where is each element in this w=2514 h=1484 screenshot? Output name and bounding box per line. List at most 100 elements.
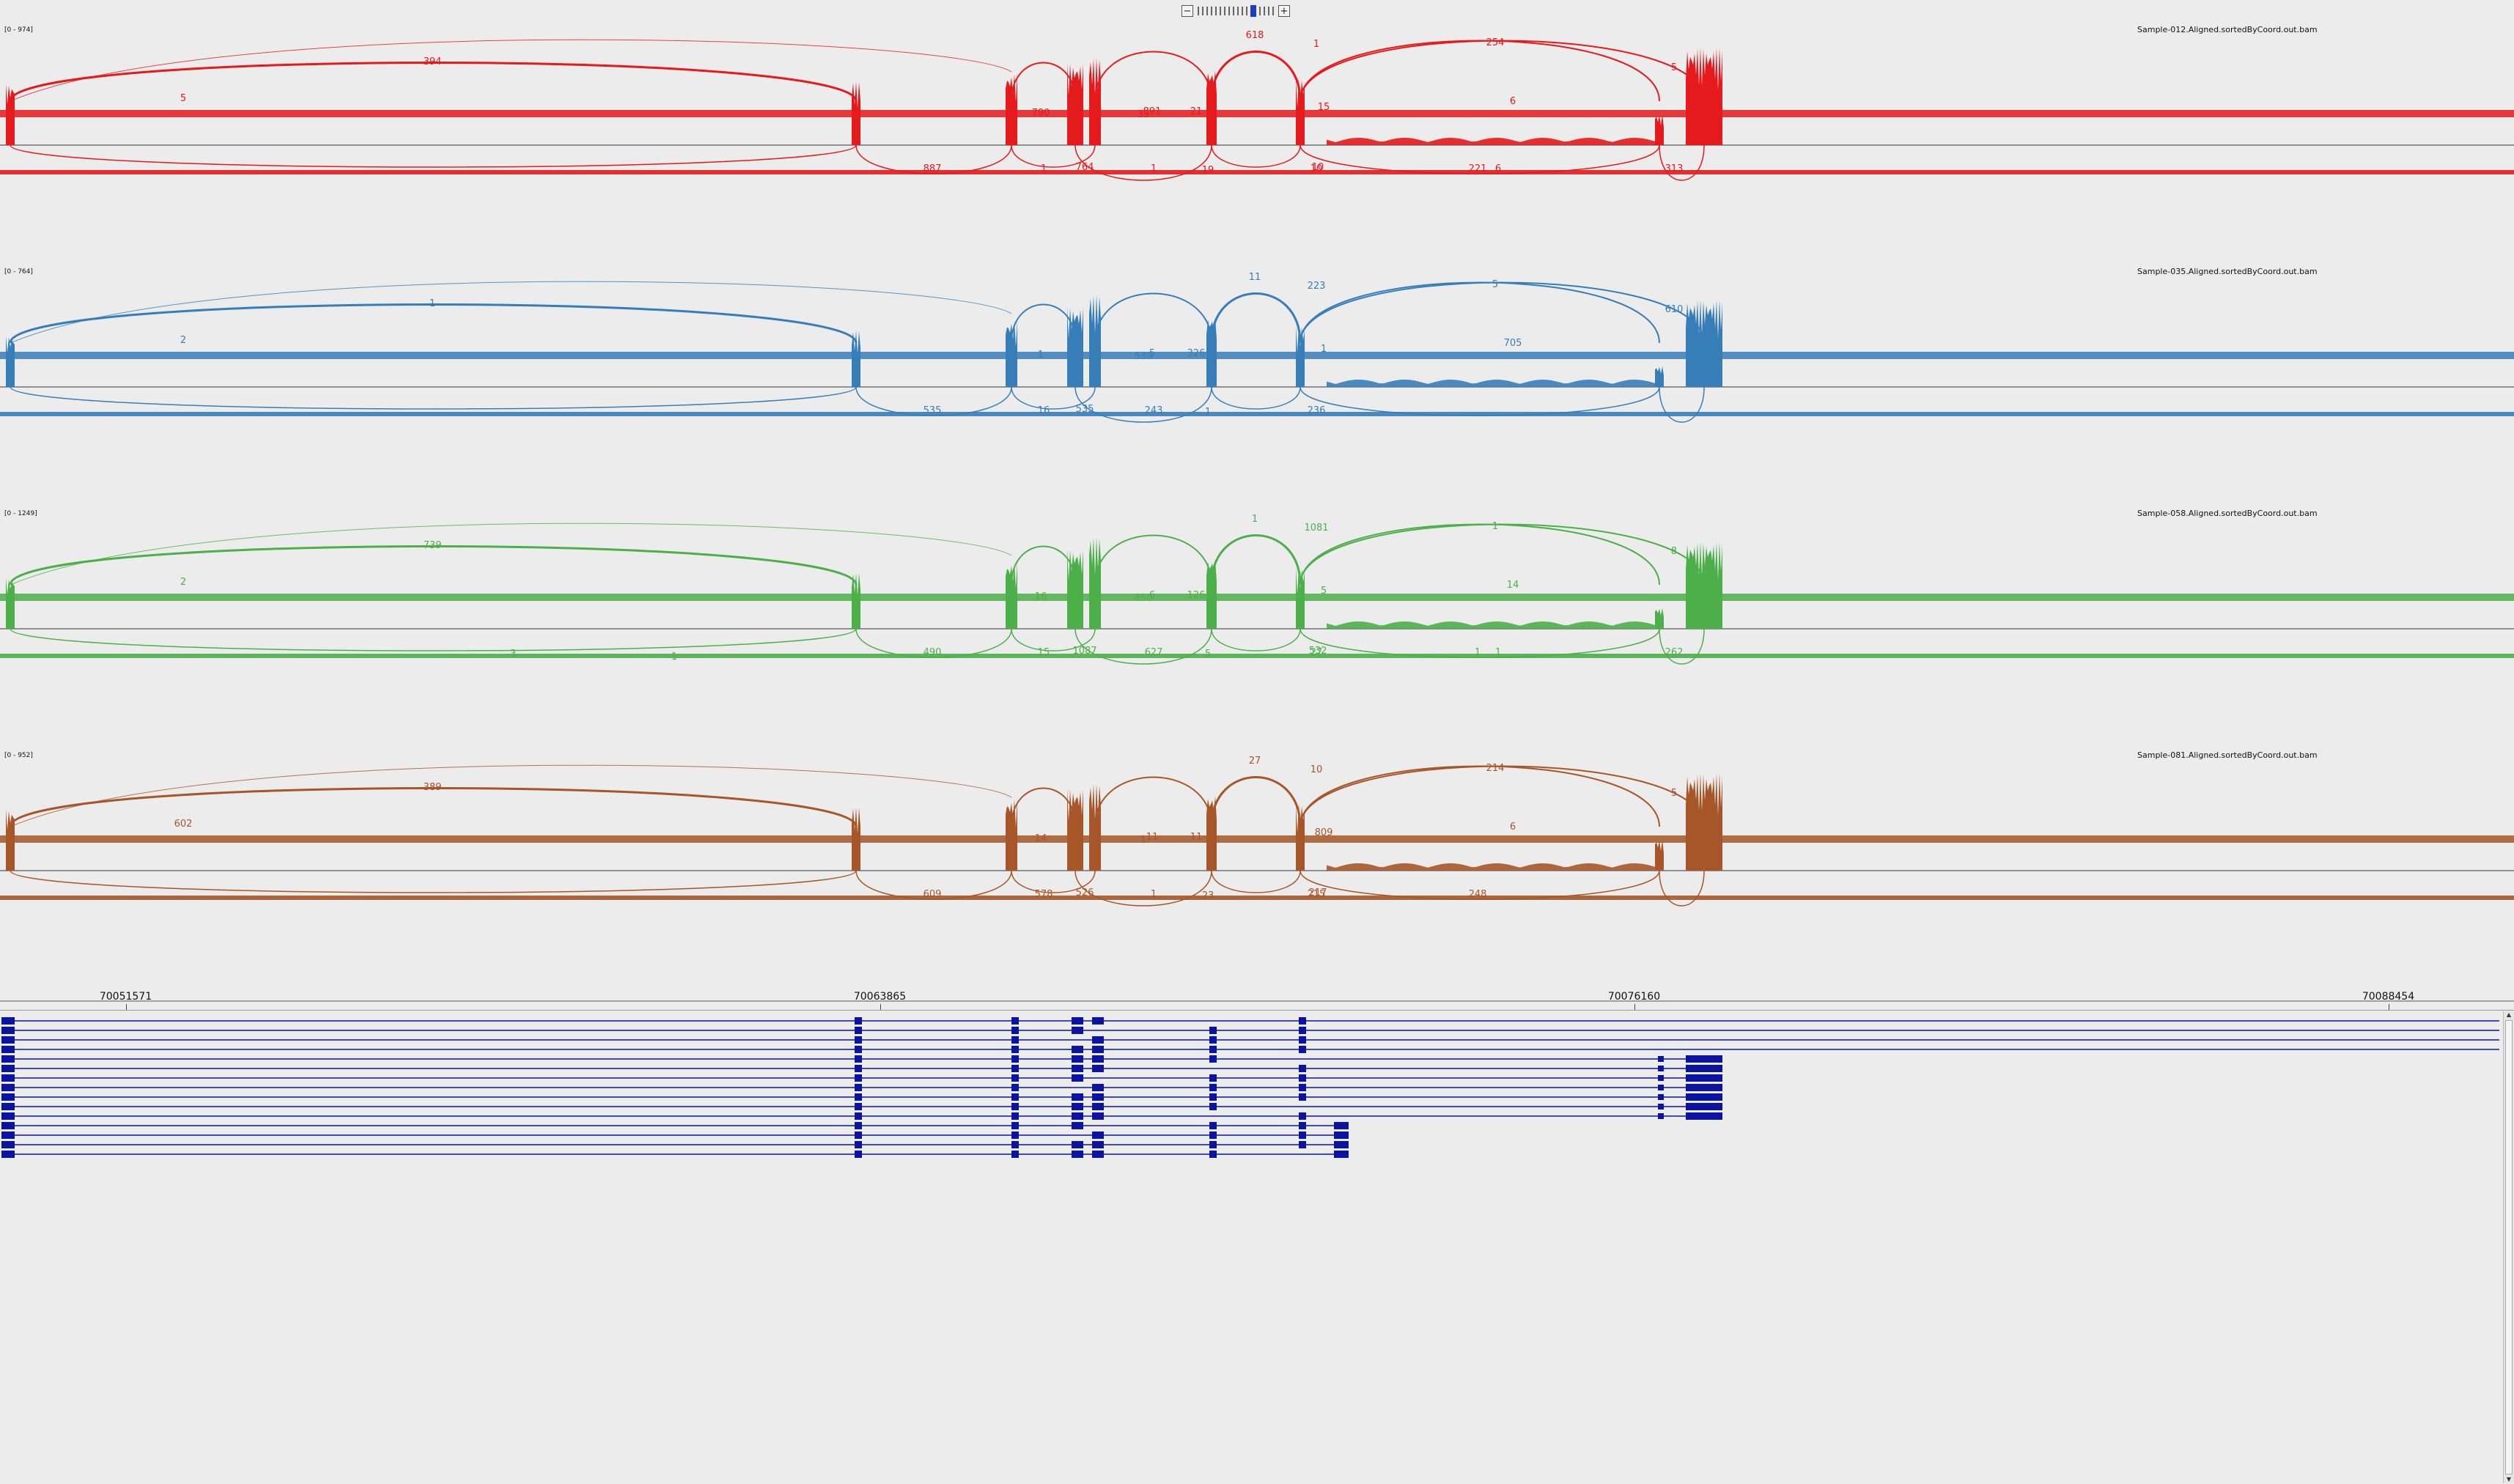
coverage-band bbox=[0, 110, 2514, 117]
junction-count-label: 5 bbox=[1149, 348, 1155, 359]
zoom-tick[interactable] bbox=[1246, 7, 1247, 15]
junction-count-label: 1 bbox=[1492, 521, 1498, 532]
junction-count-label: 254 bbox=[1486, 37, 1505, 48]
zoom-tick[interactable] bbox=[1250, 5, 1256, 17]
zoom-tick[interactable] bbox=[1224, 7, 1225, 15]
gene-model-panel[interactable] bbox=[0, 1010, 2514, 1484]
scroll-up-arrow-icon[interactable]: ▲ bbox=[2506, 1011, 2512, 1018]
transcript-row bbox=[1, 1017, 2499, 1025]
junction-count-label: 10 bbox=[1311, 163, 1323, 174]
axis-tick-mark bbox=[125, 1004, 127, 1010]
zoom-tick[interactable] bbox=[1215, 7, 1217, 15]
splice-junction-arc bbox=[1300, 628, 1660, 658]
coverage-band bbox=[0, 835, 2514, 843]
data-range-label: [0 - 764] bbox=[4, 268, 33, 276]
zoom-tick[interactable] bbox=[1237, 7, 1239, 15]
splice-junction-arc bbox=[855, 144, 1012, 174]
zoom-tick[interactable] bbox=[1228, 7, 1230, 15]
exon-coverage-peak bbox=[1206, 796, 1217, 871]
splice-junction-arc bbox=[1094, 776, 1212, 827]
zoom-tick[interactable] bbox=[1272, 7, 1274, 15]
junction-count-label: 10 bbox=[1312, 162, 1324, 173]
exon-coverage-peak bbox=[6, 809, 15, 871]
junction-count-label: 326 bbox=[1187, 348, 1206, 359]
splice-junction-arc bbox=[1210, 534, 1302, 586]
sashimi-track[interactable]: [0 - 952] Sample-081.Aligned.sortedByCoo… bbox=[0, 726, 2514, 967]
splice-junction-arc bbox=[10, 39, 1012, 102]
junction-count-label: 739 bbox=[424, 540, 442, 551]
zoom-tick[interactable] bbox=[1233, 7, 1234, 15]
zoom-tick[interactable] bbox=[1198, 7, 1199, 15]
genomic-coordinate-axis: 70051571 70063865 70076160 70088454 bbox=[0, 975, 2514, 1010]
exon-coverage-peak bbox=[1296, 804, 1305, 871]
junction-count-label: 602 bbox=[174, 819, 193, 830]
exon-coverage-peak bbox=[1006, 562, 1017, 629]
transcript-row bbox=[1, 1046, 2499, 1053]
junction-count-label: 1 bbox=[1041, 163, 1047, 174]
splice-junction-arc bbox=[1011, 62, 1076, 102]
exon-coverage-peak bbox=[1067, 789, 1083, 871]
zoom-tick[interactable] bbox=[1264, 7, 1265, 15]
junction-count-label: 627 bbox=[1145, 647, 1163, 658]
sashimi-track[interactable]: [0 - 1249] Sample-058.Aligned.sortedByCo… bbox=[0, 484, 2514, 726]
transcript-row bbox=[1, 1103, 1722, 1110]
sashimi-track[interactable]: [0 - 764] Sample-035.Aligned.sortedByCoo… bbox=[0, 242, 2514, 484]
junction-count-label: 214 bbox=[1486, 763, 1505, 774]
splice-junction-arc bbox=[9, 62, 858, 102]
junction-count-label: 27 bbox=[1311, 647, 1323, 658]
splice-junction-arc bbox=[1074, 870, 1212, 907]
exon-coverage-peak bbox=[1686, 300, 1722, 387]
data-range-label: [0 - 974] bbox=[4, 26, 33, 34]
transcript-row bbox=[1, 1027, 2499, 1034]
junction-count-label: 313 bbox=[1665, 163, 1684, 174]
junction-count-label: 526 bbox=[1076, 887, 1094, 898]
zoom-tick[interactable] bbox=[1211, 7, 1212, 15]
exon-coverage-peak bbox=[1067, 306, 1083, 387]
axis-line bbox=[0, 1000, 2514, 1002]
zoom-out-button[interactable]: − bbox=[1182, 5, 1193, 17]
zoom-tick[interactable] bbox=[1268, 7, 1269, 15]
scrollbar-thumb[interactable] bbox=[2505, 1020, 2513, 1474]
exon-coverage-peak bbox=[1089, 783, 1101, 871]
intronic-coverage bbox=[1327, 863, 1664, 871]
transcript-row bbox=[1, 1084, 1722, 1091]
splice-junction-arc bbox=[1300, 40, 1660, 102]
scroll-down-arrow-icon[interactable]: ▼ bbox=[2506, 1476, 2512, 1483]
junction-count-label: 1 bbox=[1151, 889, 1157, 900]
zoom-in-button[interactable]: + bbox=[1278, 5, 1290, 17]
junction-count-label: 1081 bbox=[1304, 523, 1328, 534]
junction-count-label: 19 bbox=[1202, 165, 1214, 176]
exon-coverage-peak bbox=[6, 84, 15, 145]
junction-count-label: 609 bbox=[924, 889, 942, 900]
zoom-tick[interactable] bbox=[1206, 7, 1208, 15]
junction-count-label: 8 bbox=[1671, 546, 1677, 557]
splice-junction-arc bbox=[1210, 51, 1302, 102]
zoom-tick[interactable] bbox=[1259, 7, 1261, 15]
zoom-tick[interactable] bbox=[1220, 7, 1221, 15]
zoom-tick[interactable] bbox=[1202, 7, 1203, 15]
junction-count-label: 6 bbox=[1510, 96, 1516, 107]
junction-count-label: 2 bbox=[180, 335, 186, 346]
vertical-scrollbar[interactable]: ▲ ▼ bbox=[2503, 1011, 2514, 1483]
splice-junction-arc bbox=[9, 787, 858, 827]
junction-count-label: 5 bbox=[1205, 649, 1211, 660]
exon-coverage-peak bbox=[852, 81, 860, 145]
splice-junction-arc bbox=[1211, 870, 1301, 893]
zoom-tick[interactable] bbox=[1242, 7, 1243, 15]
coverage-band bbox=[0, 594, 2514, 601]
data-range-label: [0 - 1249] bbox=[4, 510, 37, 517]
junction-count-label: 891 bbox=[1143, 106, 1162, 117]
transcript-row bbox=[1, 1112, 1722, 1120]
sashimi-track[interactable]: [0 - 974] Sample-012.Aligned.sortedByCoo… bbox=[0, 0, 2514, 242]
junction-count-label: 5 bbox=[1321, 586, 1327, 597]
data-range-label: [0 - 952] bbox=[4, 752, 33, 759]
transcript-row bbox=[1, 1132, 1349, 1139]
splice-junction-arc bbox=[1094, 292, 1212, 344]
exon-coverage-peak bbox=[1296, 78, 1305, 145]
exon-coverage-peak bbox=[1296, 567, 1305, 629]
zoom-slider[interactable] bbox=[1196, 5, 1275, 17]
junction-count-label: 1 bbox=[671, 651, 677, 662]
zoom-control[interactable]: − + bbox=[1182, 4, 1290, 18]
